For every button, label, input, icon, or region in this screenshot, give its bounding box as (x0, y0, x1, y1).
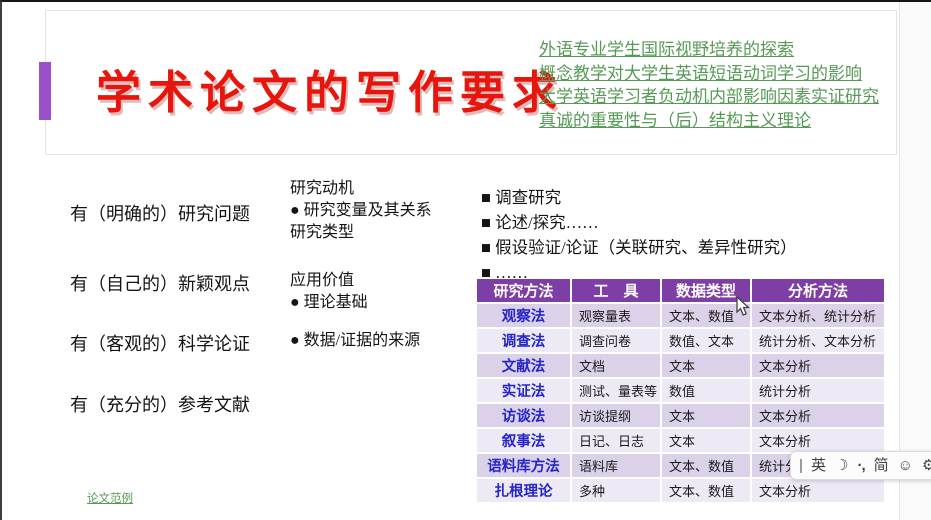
ime-drag-handle-icon[interactable] (800, 458, 802, 473)
cell-tool: 多种 (572, 479, 660, 502)
table-row: 实证法 测试、量表等 数值 统计分析 (477, 379, 884, 402)
cell-method: 语料库方法 (477, 454, 570, 477)
table-row: 调查法 调查问卷 数值、文本 统计分析、文本分析 (477, 329, 884, 352)
purple-accent-bar (39, 62, 51, 120)
reference-link-1[interactable]: 外语专业学生国际视野培养的探索 (539, 40, 794, 59)
ime-moon-icon[interactable]: ☽ (835, 457, 849, 474)
cell-tool: 测试、量表等 (572, 379, 660, 402)
table-row: 访谈法 访谈提纲 文本 文本分析 (477, 404, 884, 427)
cell-datatype: 文本 (662, 404, 750, 427)
note-block-evidence: ● 数据/证据的来源 (290, 330, 420, 352)
ime-toolbar[interactable]: 英 ☽ ·, 简 ☺ ⚙ (790, 451, 931, 480)
note-block-viewpoint: 应用价值 ● 理论基础 (290, 270, 368, 314)
reference-links: 外语专业学生国际视野培养的探索 概念教学对大学生英语短语动词学习的影响 大学英语… (539, 38, 879, 132)
cell-datatype: 数值 (662, 379, 750, 402)
table-row: 叙事法 日记、日志 文本 文本分析 (477, 429, 884, 452)
cell-tool: 日记、日志 (572, 429, 660, 452)
requirement-scientific-argument: 有（客观的）科学论证 (70, 334, 250, 354)
note-line: ● 理论基础 (290, 294, 368, 311)
cell-datatype: 文本 (662, 354, 750, 377)
note-line: ● 研究变量及其关系 (290, 202, 432, 219)
header-cell-datatype: 数据类型 (662, 279, 750, 302)
reference-link-2[interactable]: 概念教学对大学生英语短语动词学习的影响 (539, 63, 862, 83)
cell-datatype: 文本、数值 (662, 479, 750, 502)
slide-header-box (45, 10, 897, 155)
header-cell-tool: 工 具 (572, 279, 660, 302)
list-item: ■ 假设验证/论证（关联研究、差异性研究） (481, 238, 797, 257)
cell-analysis: 文本分析 (752, 429, 884, 452)
slide-title: 学术论文的写作要求 (96, 68, 565, 118)
right-margin-strip (899, 2, 931, 520)
table-header-row: 研究方法 工 具 数据类型 分析方法 (477, 279, 884, 302)
cell-method: 文献法 (477, 354, 570, 377)
table-row: 观察法 观察量表 文本、数值 文本分析、统计分析 (477, 304, 884, 327)
cell-method: 叙事法 (477, 429, 570, 452)
header-cell-analysis: 分析方法 (752, 279, 884, 302)
cell-analysis: 文本分析 (752, 404, 884, 427)
note-line: 研究动机 (290, 180, 355, 197)
reference-link-3[interactable]: 大学英语学习者负动机内部影响因素实证研究 (539, 87, 879, 106)
list-item: ■ 论述/探究…… (481, 213, 599, 232)
requirement-research-question: 有（明确的）研究问题 (70, 204, 250, 224)
note-line: ● 数据/证据的来源 (290, 332, 421, 349)
ime-simplified-toggle[interactable]: 简 (873, 457, 889, 474)
ime-language-toggle[interactable]: 英 (811, 457, 827, 474)
cell-analysis: 统计分析、文本分析 (752, 329, 884, 352)
cell-tool: 语料库 (572, 454, 660, 477)
mouse-cursor-icon (736, 296, 751, 316)
cell-tool: 访谈提纲 (572, 404, 660, 427)
ime-settings-gear-icon[interactable]: ⚙ (922, 458, 931, 473)
header-cell-method: 研究方法 (477, 279, 570, 302)
cell-method: 实证法 (477, 379, 570, 402)
cell-method: 观察法 (477, 304, 570, 327)
table-row: 扎根理论 多种 文本、数值 文本分析 (477, 479, 884, 502)
cell-analysis: 文本分析 (752, 354, 884, 377)
cell-method: 调查法 (477, 329, 570, 352)
reference-link-4[interactable]: 真诚的重要性与（后）结构主义理论 (539, 110, 811, 130)
cell-datatype: 数值、文本 (662, 329, 750, 352)
ime-emoji-icon[interactable]: ☺ (897, 457, 913, 474)
cell-datatype: 文本、数值 (662, 454, 750, 477)
cell-tool: 观察量表 (572, 304, 660, 327)
cell-tool: 调查问卷 (572, 329, 660, 352)
cell-analysis: 文本分析、统计分析 (752, 304, 884, 327)
list-item: ■ 调查研究 (481, 188, 562, 207)
ime-punctuation-icon[interactable]: ·, (857, 457, 865, 474)
cell-analysis: 文本分析 (752, 479, 884, 502)
requirement-novel-viewpoint: 有（自己的）新颖观点 (70, 274, 250, 294)
note-line: 应用价值 (290, 272, 355, 289)
requirement-references: 有（充分的）参考文献 (70, 395, 250, 415)
list-item: ■ …… (481, 263, 529, 282)
cell-method: 扎根理论 (477, 479, 570, 502)
note-line: 研究类型 (290, 224, 355, 241)
cell-method: 访谈法 (477, 404, 570, 427)
research-type-list: ■ 调查研究 ■ 论述/探究…… ■ 假设验证/论证（关联研究、差异性研究） ■… (481, 185, 797, 285)
cell-tool: 文档 (572, 354, 660, 377)
cell-datatype: 文本 (662, 429, 750, 452)
note-block-research-question: 研究动机 ● 研究变量及其关系 研究类型 (290, 178, 432, 244)
paper-sample-link[interactable]: 论文范例 (87, 493, 133, 505)
table-row: 文献法 文档 文本 文本分析 (477, 354, 884, 377)
research-methods-table: 研究方法 工 具 数据类型 分析方法 观察法 观察量表 文本、数值 文本分析、统… (475, 277, 886, 504)
cell-analysis: 统计分析 (752, 379, 884, 402)
cell-datatype: 文本、数值 (662, 304, 750, 327)
